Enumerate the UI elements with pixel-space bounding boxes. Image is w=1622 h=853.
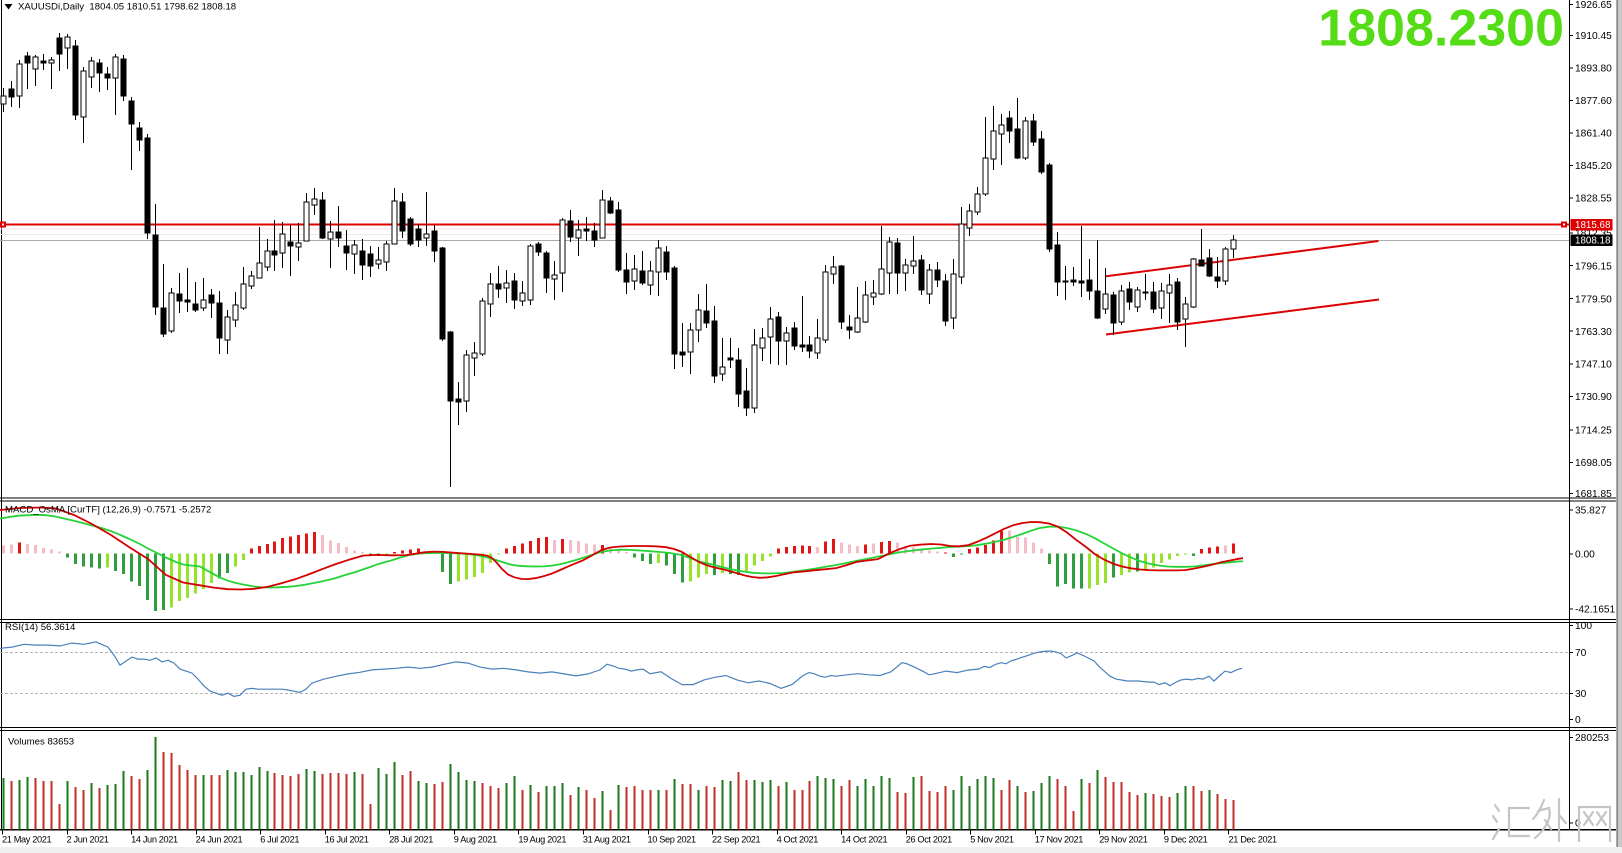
svg-text:29 Nov 2021: 29 Nov 2021 [1099, 835, 1147, 845]
svg-text:1730.90: 1730.90 [1575, 392, 1612, 403]
svg-text:1815.68: 1815.68 [1575, 220, 1611, 231]
svg-text:17 Nov 2021: 17 Nov 2021 [1035, 835, 1083, 845]
svg-text:1796.15: 1796.15 [1575, 261, 1612, 272]
svg-text:-42.1651: -42.1651 [1575, 605, 1616, 616]
svg-text:XAUUSDi,Daily 1804.05 1810.51: XAUUSDi,Daily 1804.05 1810.51 1798.62 18… [18, 2, 236, 13]
svg-text:22 Sep 2021: 22 Sep 2021 [712, 835, 761, 845]
svg-text:1926.65: 1926.65 [1575, 0, 1612, 11]
svg-text:100: 100 [1575, 621, 1592, 632]
svg-text:1910.45: 1910.45 [1575, 31, 1612, 42]
svg-text:9 Dec 2021: 9 Dec 2021 [1164, 835, 1208, 845]
svg-text:Volumes 83653: Volumes 83653 [8, 737, 74, 748]
svg-text:24 Jun 2021: 24 Jun 2021 [196, 835, 243, 845]
svg-text:MACD_OsMA [CurTF] (12,26,9) -0: MACD_OsMA [CurTF] (12,26,9) -0.7571 -5.2… [5, 505, 211, 516]
svg-text:6 Jul 2021: 6 Jul 2021 [260, 835, 299, 845]
svg-text:10 Sep 2021: 10 Sep 2021 [648, 835, 697, 845]
svg-text:1681.85: 1681.85 [1575, 489, 1612, 500]
svg-text:2 Jun 2021: 2 Jun 2021 [67, 835, 109, 845]
svg-text:19 Aug 2021: 19 Aug 2021 [518, 835, 566, 845]
svg-text:14 Oct 2021: 14 Oct 2021 [841, 835, 887, 845]
svg-text:1808.2300: 1808.2300 [1318, 0, 1564, 58]
svg-text:31 Aug 2021: 31 Aug 2021 [583, 835, 631, 845]
svg-text:14 Jun 2021: 14 Jun 2021 [131, 835, 178, 845]
svg-text:1845.20: 1845.20 [1575, 161, 1612, 172]
svg-text:21 Dec 2021: 21 Dec 2021 [1229, 835, 1277, 845]
svg-text:26 Oct 2021: 26 Oct 2021 [906, 835, 952, 845]
svg-text:1828.55: 1828.55 [1575, 194, 1612, 205]
svg-text:5 Nov 2021: 5 Nov 2021 [970, 835, 1014, 845]
svg-text:1808.18: 1808.18 [1575, 236, 1611, 247]
svg-text:280253: 280253 [1575, 733, 1609, 744]
svg-text:RSI(14) 56.3614: RSI(14) 56.3614 [5, 622, 76, 633]
svg-text:35.827: 35.827 [1575, 506, 1606, 517]
svg-text:30: 30 [1575, 689, 1587, 700]
svg-text:9 Aug 2021: 9 Aug 2021 [454, 835, 497, 845]
svg-text:16 Jul 2021: 16 Jul 2021 [325, 835, 369, 845]
svg-text:1877.60: 1877.60 [1575, 96, 1612, 107]
svg-text:1698.05: 1698.05 [1575, 458, 1612, 469]
svg-text:1779.50: 1779.50 [1575, 294, 1612, 305]
svg-text:1763.30: 1763.30 [1575, 327, 1612, 338]
svg-text:1893.80: 1893.80 [1575, 64, 1612, 75]
svg-text:1714.25: 1714.25 [1575, 426, 1612, 437]
svg-text:21 May 2021: 21 May 2021 [2, 835, 52, 845]
svg-text:28 Jul 2021: 28 Jul 2021 [389, 835, 433, 845]
svg-text:1812.35: 1812.35 [1575, 229, 1612, 240]
svg-text:70: 70 [1575, 648, 1587, 659]
svg-text:0: 0 [1575, 715, 1581, 726]
svg-text:1861.40: 1861.40 [1575, 129, 1612, 140]
svg-text:1747.10: 1747.10 [1575, 360, 1612, 371]
svg-text:4 Oct 2021: 4 Oct 2021 [777, 835, 819, 845]
svg-text:0.00: 0.00 [1575, 550, 1595, 561]
